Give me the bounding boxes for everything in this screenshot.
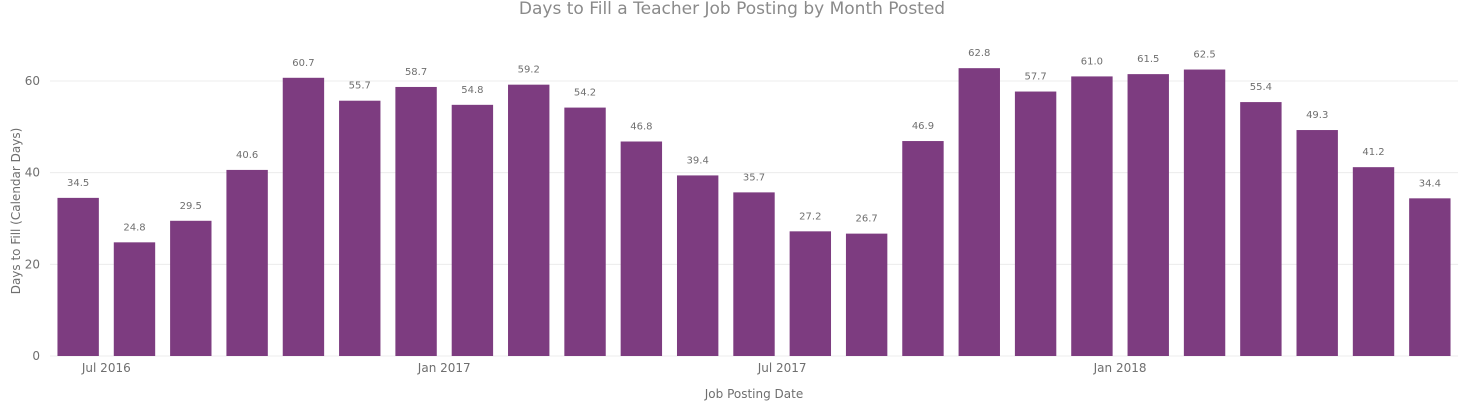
y-axis-ticks: 0 20 40 60 <box>25 74 40 363</box>
bar[interactable] <box>57 197 99 356</box>
bar[interactable] <box>845 233 888 356</box>
bar[interactable] <box>1071 76 1113 357</box>
data-label: 35.7 <box>743 172 765 183</box>
data-label: 61.0 <box>1081 56 1103 67</box>
bar[interactable] <box>451 104 494 356</box>
y-tick-label: 0 <box>32 349 40 363</box>
data-labels: 34.5 24.8 29.5 40.6 60.7 55.7 58.7 54.8 59.2 54.2… <box>67 48 1441 233</box>
bar[interactable] <box>620 141 663 357</box>
data-label: 58.7 <box>405 67 427 78</box>
bar[interactable] <box>282 77 325 357</box>
data-label: 62.8 <box>968 48 990 59</box>
data-label: 46.8 <box>630 122 652 133</box>
data-label: 60.7 <box>292 58 314 69</box>
bar[interactable] <box>170 220 212 356</box>
data-label: 41.2 <box>1362 147 1384 158</box>
data-label: 39.4 <box>687 155 709 166</box>
bar[interactable] <box>508 84 550 357</box>
bar[interactable] <box>395 86 437 356</box>
bar[interactable] <box>1352 167 1395 356</box>
data-label: 61.5 <box>1137 54 1159 65</box>
data-label: 40.6 <box>236 150 258 161</box>
x-tick-label: Jan 2018 <box>1093 361 1147 375</box>
bar[interactable] <box>564 107 606 356</box>
data-label: 26.7 <box>856 214 878 225</box>
bar[interactable] <box>902 141 944 356</box>
data-label: 55.7 <box>349 81 371 92</box>
chart-title: Days to Fill a Teacher Job Posting by Mo… <box>519 0 945 19</box>
data-label: 24.8 <box>123 222 145 233</box>
bar[interactable] <box>226 169 268 356</box>
x-tick-label: Jul 2017 <box>757 361 807 375</box>
bar[interactable] <box>113 242 156 356</box>
data-label: 49.3 <box>1306 110 1328 121</box>
bar[interactable] <box>1296 130 1338 356</box>
bar[interactable] <box>789 231 832 356</box>
data-label: 59.2 <box>518 65 540 76</box>
bar[interactable] <box>1183 69 1226 357</box>
data-label: 55.4 <box>1250 82 1272 93</box>
x-axis-ticks: Jul 2016 Jan 2017 Jul 2017 Jan 2018 <box>81 361 1147 375</box>
bar[interactable] <box>1127 74 1169 356</box>
x-axis-title: Job Posting Date <box>704 387 803 401</box>
y-tick-label: 20 <box>25 257 40 271</box>
data-label: 54.2 <box>574 88 596 99</box>
bar[interactable] <box>339 100 381 356</box>
data-label: 62.5 <box>1193 50 1215 61</box>
bars <box>57 68 1451 357</box>
bar[interactable] <box>676 175 719 356</box>
data-label: 46.9 <box>912 121 934 132</box>
bar[interactable] <box>1409 198 1451 356</box>
x-tick-label: Jan 2017 <box>417 361 471 375</box>
x-tick-label: Jul 2016 <box>81 361 131 375</box>
bar[interactable] <box>958 68 1000 357</box>
data-label: 29.5 <box>180 201 202 212</box>
bar[interactable] <box>1240 102 1282 356</box>
y-tick-label: 40 <box>25 166 40 180</box>
bar[interactable] <box>1014 91 1057 357</box>
data-label: 34.5 <box>67 178 89 189</box>
data-label: 34.4 <box>1419 178 1441 189</box>
data-label: 27.2 <box>799 211 821 222</box>
data-label: 57.7 <box>1024 72 1046 83</box>
y-axis-title: Days to Fill (Calendar Days) <box>9 128 23 295</box>
bar[interactable] <box>733 192 775 356</box>
data-label: 54.8 <box>461 85 483 96</box>
y-tick-label: 60 <box>25 74 40 88</box>
